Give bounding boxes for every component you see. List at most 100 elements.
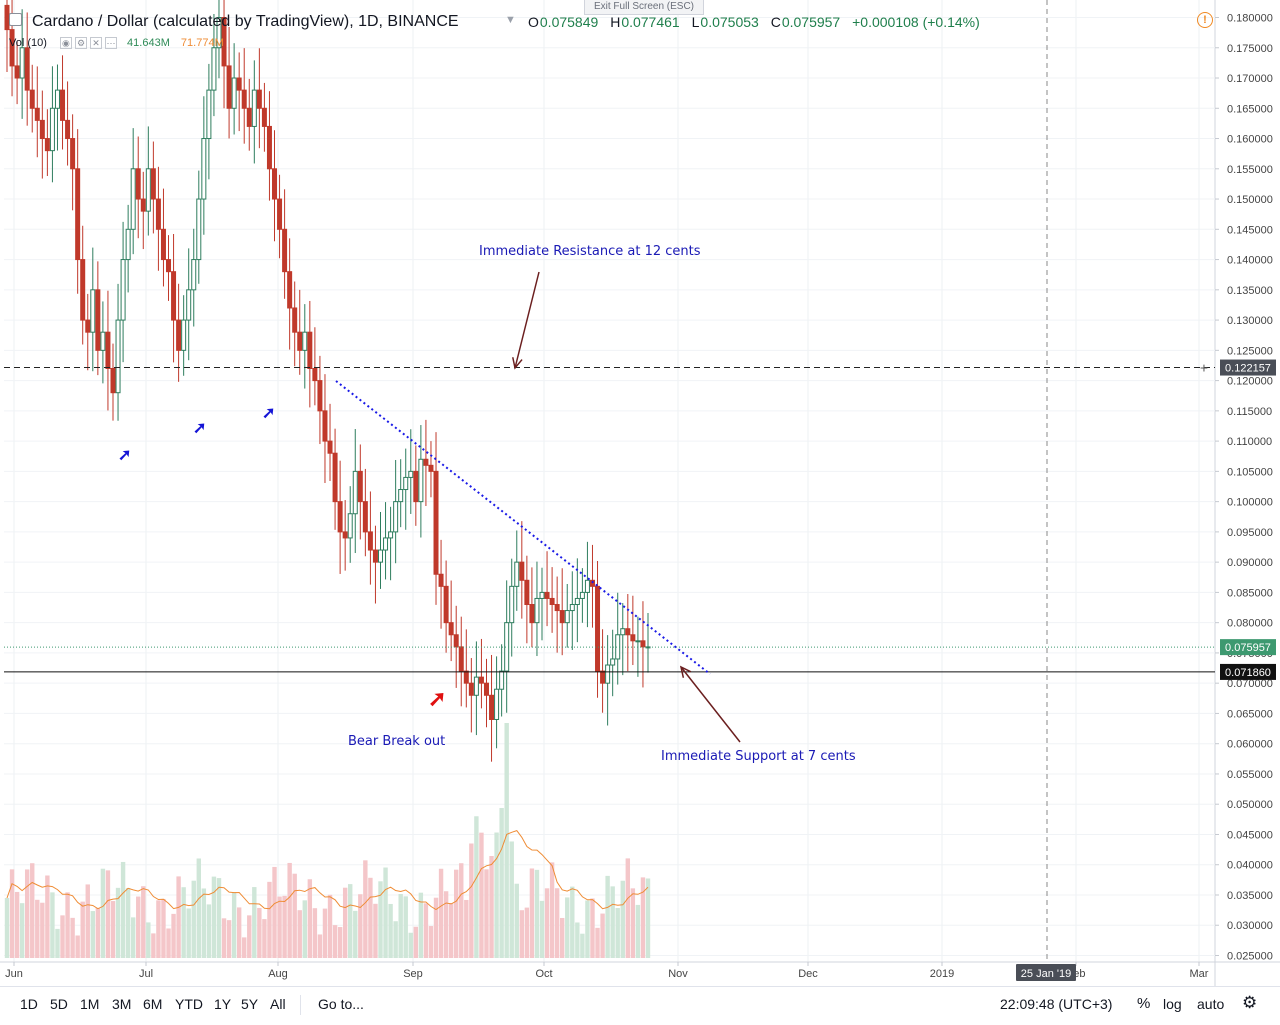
volume-bar: [514, 883, 519, 958]
settings-small-icon[interactable]: ⚙: [74, 37, 87, 50]
volume-bar: [368, 877, 373, 958]
range-5y[interactable]: 5Y: [241, 996, 259, 1012]
candle-body: [297, 331, 303, 351]
more-icon[interactable]: ⋯: [104, 37, 117, 50]
volume-bar: [166, 928, 171, 958]
candle-body: [544, 591, 550, 599]
volume-bar: [433, 897, 439, 958]
exit-fullscreen-button[interactable]: Exit Full Screen (ESC): [584, 0, 704, 15]
support-price-label: 0.071860: [1225, 667, 1271, 679]
indicator-buttons: ◉ ⚙ ✕ ⋯: [59, 37, 120, 50]
range-1d[interactable]: 1D: [20, 996, 38, 1012]
x-tick-label: Sep: [403, 968, 423, 980]
y-tick-label: 0.160000: [1227, 134, 1273, 146]
volume-bar: [191, 880, 196, 958]
volume-bar: [342, 887, 348, 958]
candle-body: [463, 670, 469, 684]
volume-bar: [196, 858, 201, 958]
auto-toggle[interactable]: auto: [1197, 996, 1225, 1012]
candle-body: [261, 107, 267, 127]
candle-body: [70, 138, 76, 170]
blue-arrow-icon: ➚: [193, 420, 206, 437]
candle-body: [569, 604, 575, 612]
divider: [300, 995, 301, 1015]
volume-bar: [110, 901, 116, 958]
volume-bar: [428, 926, 434, 958]
candle-body: [19, 47, 25, 79]
volume-bar: [393, 921, 398, 958]
volume-bar: [85, 884, 90, 958]
gear-icon[interactable]: ⚙: [1242, 993, 1258, 1012]
candle-body: [574, 597, 580, 606]
volume-bar: [267, 881, 272, 958]
eye-icon[interactable]: ◉: [59, 37, 72, 50]
goto-button[interactable]: Go to...: [318, 996, 364, 1012]
range-all[interactable]: All: [270, 996, 286, 1012]
candle-body: [251, 89, 257, 127]
range-ytd[interactable]: YTD: [175, 996, 203, 1012]
candle-body: [54, 89, 60, 109]
volume-bar: [236, 907, 242, 958]
volume-bar: [90, 911, 96, 958]
volume-bar: [201, 888, 207, 958]
range-6m[interactable]: 6M: [143, 996, 163, 1012]
candle-body: [433, 470, 439, 575]
volume-bar: [141, 886, 146, 958]
volume-bar: [115, 887, 121, 958]
log-toggle[interactable]: log: [1163, 996, 1182, 1012]
support-annotation: Immediate Support at 7 cents: [661, 749, 856, 764]
candle-body: [559, 610, 565, 624]
candle-body: [438, 573, 444, 587]
candle-body: [90, 289, 96, 333]
volume-bar: [24, 869, 30, 958]
candle-body: [176, 319, 182, 351]
x-tick-label: Jun: [5, 968, 23, 980]
volume-bar: [539, 900, 545, 958]
collapse-icon[interactable]: [9, 13, 22, 26]
volume-bar: [549, 862, 555, 958]
change-value: +0.000108 (+0.14%): [852, 14, 980, 30]
candle-body: [524, 579, 530, 606]
crosshair-date-label: 25 Jan '19: [1021, 968, 1071, 980]
volume-bar: [130, 917, 136, 958]
range-1m[interactable]: 1M: [80, 996, 100, 1012]
candle-body: [171, 271, 177, 321]
volume-bar: [206, 904, 212, 958]
support-arrow: [680, 666, 741, 743]
candle-body: [216, 17, 222, 49]
candle-body: [640, 640, 646, 648]
breakout-annotation: Bear Break out: [348, 734, 445, 749]
candle-body: [519, 561, 525, 581]
close-small-icon[interactable]: ✕: [89, 37, 102, 50]
volume-bar: [151, 933, 156, 958]
chevron-down-icon[interactable]: ▼: [505, 14, 516, 26]
candle-body: [625, 628, 631, 636]
percent-toggle[interactable]: %: [1137, 995, 1151, 1012]
y-tick-label: 0.105000: [1227, 466, 1273, 478]
y-tick-label: 0.155000: [1227, 164, 1273, 176]
y-tick-label: 0.065000: [1227, 708, 1273, 720]
candle-body: [383, 537, 389, 551]
chart[interactable]: 0.180000 0.175000 0.170000 0.165000 0.160000…: [0, 0, 1280, 986]
range-5d[interactable]: 5D: [50, 996, 68, 1012]
candle-body: [605, 664, 611, 684]
alert-clock-icon[interactable]: !: [1197, 12, 1213, 28]
volume-bar: [494, 832, 499, 958]
candle-body: [630, 634, 636, 642]
range-1y[interactable]: 1Y: [214, 996, 232, 1012]
volume-bar: [50, 892, 55, 958]
clock-readout[interactable]: 22:09:48 (UTC+3): [1000, 996, 1113, 1012]
y-tick-label: 0.095000: [1227, 527, 1273, 539]
volume-bar: [146, 922, 151, 958]
volume-bar: [448, 903, 454, 958]
blue-arrow-icon: ➚: [262, 405, 275, 422]
candle-body: [24, 47, 30, 91]
symbol-title[interactable]: Cardano / Dollar (calculated by TradingV…: [32, 13, 459, 30]
candle-body: [494, 688, 500, 720]
candle-body: [166, 259, 172, 273]
range-3m[interactable]: 3M: [112, 996, 132, 1012]
volume-bar: [499, 808, 504, 958]
low-value: 0.075053: [700, 14, 759, 30]
candle-body: [564, 610, 570, 624]
volume-bar: [80, 901, 85, 958]
